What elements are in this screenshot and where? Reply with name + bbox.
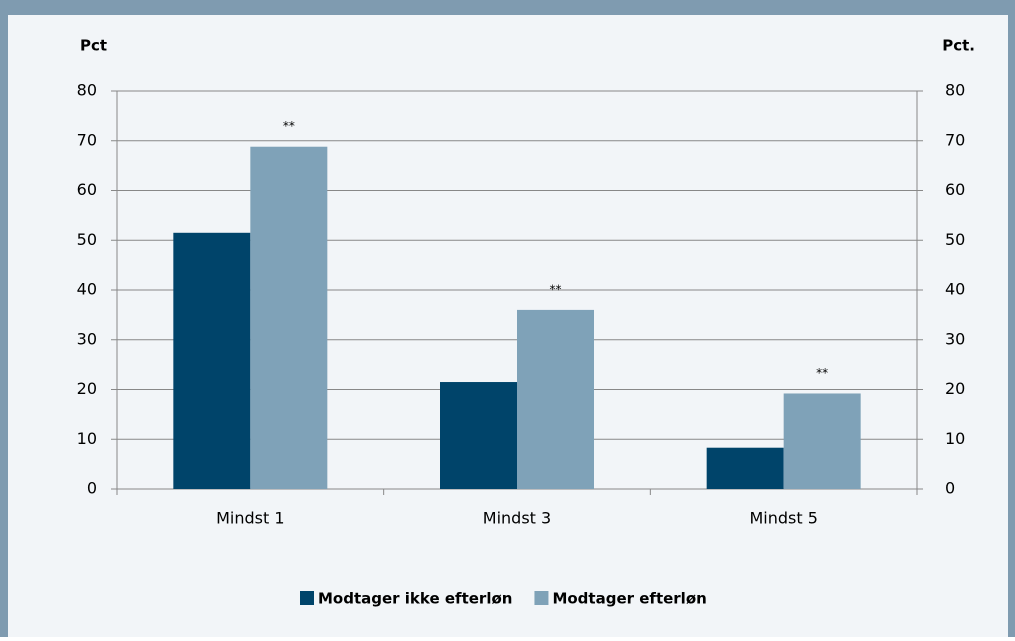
bar xyxy=(250,146,328,489)
x-tick-label: Mindst 5 xyxy=(749,509,817,528)
y2-tick-label: 0 xyxy=(945,479,955,498)
legend-swatch xyxy=(300,591,314,605)
y-tick-label: 20 xyxy=(77,379,97,398)
annotation: ** xyxy=(283,119,295,133)
annotation: ** xyxy=(550,282,562,296)
bar xyxy=(706,447,784,489)
y2-axis-label: Pct. xyxy=(942,37,975,55)
y2-tick-label: 10 xyxy=(945,429,965,448)
y-tick-label: 70 xyxy=(77,130,97,149)
annotation: ** xyxy=(816,366,828,380)
y-tick-label: 0 xyxy=(87,479,97,498)
y-tick-label: 80 xyxy=(77,81,97,100)
bar xyxy=(173,232,251,489)
y-tick-label: 30 xyxy=(77,329,97,348)
y2-tick-label: 30 xyxy=(945,329,965,348)
y2-tick-label: 20 xyxy=(945,379,965,398)
y2-tick-label: 50 xyxy=(945,230,965,249)
y-tick-label: 10 xyxy=(77,429,97,448)
bar xyxy=(517,309,594,489)
y2-tick-label: 40 xyxy=(945,280,965,299)
y2-tick-label: 70 xyxy=(945,130,965,149)
legend-label: Modtager ikke efterløn xyxy=(318,590,512,608)
y-tick-label: 40 xyxy=(77,280,97,299)
x-tick-label: Mindst 1 xyxy=(216,509,284,528)
y-tick-label: 60 xyxy=(77,180,97,199)
legend-swatch xyxy=(534,591,549,605)
bar xyxy=(440,382,517,489)
x-tick-label: Mindst 3 xyxy=(483,509,551,528)
legend-label: Modtager efterløn xyxy=(552,590,706,608)
y-tick-label: 50 xyxy=(77,230,97,249)
bar xyxy=(783,393,861,489)
y2-tick-label: 60 xyxy=(945,180,965,199)
y2-tick-label: 80 xyxy=(945,81,965,100)
chart-background xyxy=(8,15,1008,637)
y-axis-label: Pct xyxy=(80,37,107,55)
